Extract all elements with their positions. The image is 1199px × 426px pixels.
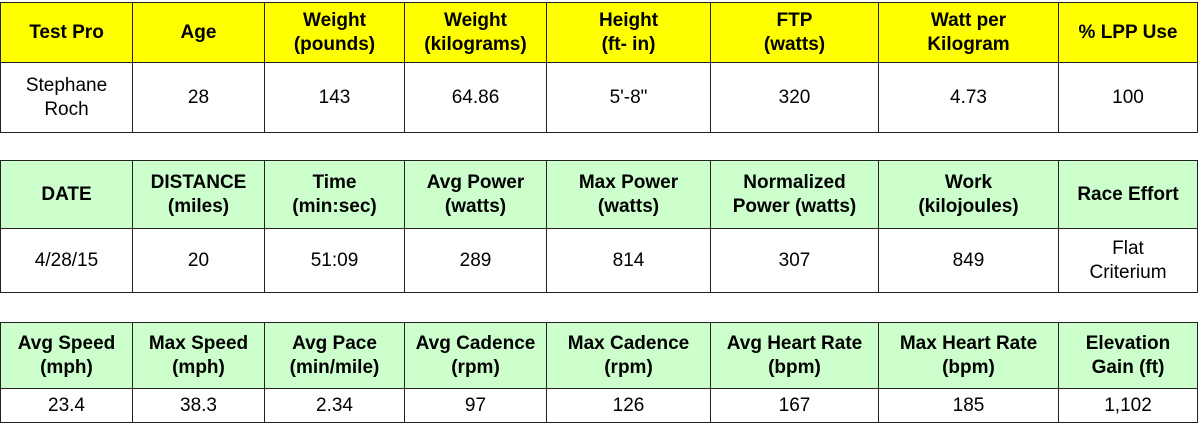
data-cell: 28 <box>132 62 265 133</box>
data-cell: 814 <box>546 228 711 293</box>
data-cell: Stephane Roch <box>0 62 133 133</box>
header-cell: DATE <box>0 160 133 229</box>
data-cell: 100 <box>1058 62 1198 133</box>
data-row: 4/28/15 20 51:09 289 814 307 849 Flat Criterium <box>0 228 1198 293</box>
header-cell: Avg Cadence (rpm) <box>404 322 547 389</box>
header-cell: Avg Power (watts) <box>404 160 547 229</box>
header-cell: FTP (watts) <box>710 2 879 63</box>
header-row: DATE DISTANCE (miles) Time (min:sec) Avg Po… <box>0 160 1198 229</box>
header-row: Avg Speed (mph) Max Speed (mph) Avg Pace (… <box>0 322 1198 389</box>
data-cell: 51:09 <box>264 228 405 293</box>
data-cell: 2.34 <box>264 388 405 423</box>
header-cell: Elevation Gain (ft) <box>1058 322 1198 389</box>
data-cell: 4.73 <box>878 62 1059 133</box>
data-cell: 20 <box>132 228 265 293</box>
header-cell: % LPP Use <box>1058 2 1198 63</box>
data-cell: Flat Criterium <box>1058 228 1198 293</box>
header-cell: Normalized Power (watts) <box>710 160 879 229</box>
data-row: Stephane Roch 28 143 64.86 5'-8" 320 4.73 100 <box>0 62 1198 133</box>
data-row: 23.4 38.3 2.34 97 126 167 185 1,102 <box>0 388 1198 423</box>
header-cell: Max Speed (mph) <box>132 322 265 389</box>
data-table: DATE DISTANCE (miles) Time (min:sec) Avg Po… <box>0 160 1198 293</box>
data-cell: 97 <box>404 388 547 423</box>
data-cell: 320 <box>710 62 879 133</box>
header-cell: Height (ft- in) <box>546 2 711 63</box>
data-cell: 1,102 <box>1058 388 1198 423</box>
data-cell: 5'-8" <box>546 62 711 133</box>
data-cell: 4/28/15 <box>0 228 133 293</box>
header-cell: Time (min:sec) <box>264 160 405 229</box>
header-cell: Avg Heart Rate (bpm) <box>710 322 879 389</box>
data-cell: 185 <box>878 388 1059 423</box>
header-cell: Age <box>132 2 265 63</box>
data-cell: 143 <box>264 62 405 133</box>
header-cell: Race Effort <box>1058 160 1198 229</box>
header-cell: Weight (kilograms) <box>404 2 547 63</box>
data-table: Test Pro Age Weight (pounds) Weight (kilogr… <box>0 2 1198 133</box>
data-cell: 23.4 <box>0 388 133 423</box>
header-cell: Avg Speed (mph) <box>0 322 133 389</box>
header-cell: Test Pro <box>0 2 133 63</box>
data-cell: 64.86 <box>404 62 547 133</box>
header-cell: Weight (pounds) <box>264 2 405 63</box>
header-cell: Max Heart Rate (bpm) <box>878 322 1059 389</box>
header-cell: Work (kilojoules) <box>878 160 1059 229</box>
header-cell: Max Power (watts) <box>546 160 711 229</box>
data-cell: 289 <box>404 228 547 293</box>
header-cell: Watt per Kilogram <box>878 2 1059 63</box>
data-table: Avg Speed (mph) Max Speed (mph) Avg Pace (… <box>0 322 1198 423</box>
data-cell: 167 <box>710 388 879 423</box>
header-row: Test Pro Age Weight (pounds) Weight (kilogr… <box>0 2 1198 63</box>
header-cell: Avg Pace (min/mile) <box>264 322 405 389</box>
header-cell: Max Cadence (rpm) <box>546 322 711 389</box>
data-cell: 38.3 <box>132 388 265 423</box>
data-cell: 307 <box>710 228 879 293</box>
header-cell: DISTANCE (miles) <box>132 160 265 229</box>
data-cell: 849 <box>878 228 1059 293</box>
data-cell: 126 <box>546 388 711 423</box>
